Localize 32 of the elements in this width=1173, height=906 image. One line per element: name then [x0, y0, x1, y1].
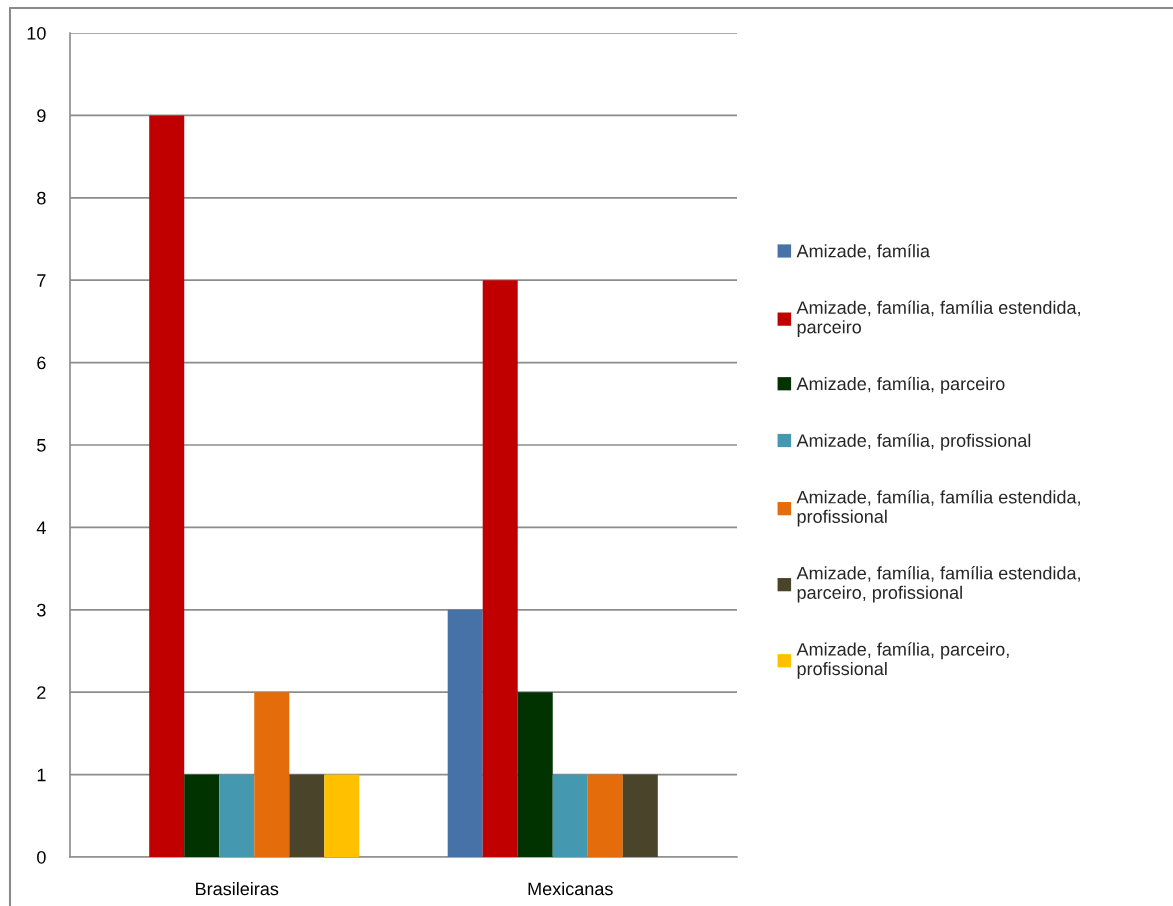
bar [552, 774, 588, 857]
y-tick-label: 8 [37, 191, 46, 205]
y-tick-label: 6 [37, 356, 46, 370]
legend-label: Amizade, família, parceiro [796, 376, 1005, 394]
y-tick-label: 1 [37, 768, 46, 782]
bar [447, 609, 483, 857]
y-tick-label: 0 [37, 850, 46, 864]
bar [482, 280, 518, 857]
legend-label: Amizade, família, parceiro, profissional [796, 642, 1009, 679]
bar [587, 774, 623, 857]
legend-label: Amizade, família, família estendida, parceiro [796, 300, 1080, 338]
y-tick-label: 4 [36, 521, 46, 534]
legend-label: Amizade, família, profissional [796, 433, 1031, 451]
bar [254, 692, 290, 857]
legend-label: Amizade, família, família estendida, parceiro, profissional [796, 566, 1080, 603]
bar [289, 774, 325, 857]
x-tick-label: Brasileiras [196, 882, 279, 896]
y-tick-label: 3 [37, 603, 46, 617]
bar [324, 774, 360, 857]
y-tick-label: 7 [37, 274, 46, 287]
bar [622, 774, 658, 857]
y-tick-label: 10 [27, 26, 46, 40]
y-tick-label: 2 [37, 686, 46, 699]
legend-label: Amizade, família [796, 243, 930, 260]
bar [149, 115, 185, 857]
y-tick-label: 5 [37, 439, 46, 452]
x-tick-label: Mexicanas [528, 882, 613, 896]
legend-label: Amizade, família, família estendida, profissional [796, 490, 1080, 527]
bar [219, 774, 255, 857]
bar [184, 774, 220, 857]
bar [517, 692, 553, 857]
y-tick-label: 9 [37, 109, 46, 123]
